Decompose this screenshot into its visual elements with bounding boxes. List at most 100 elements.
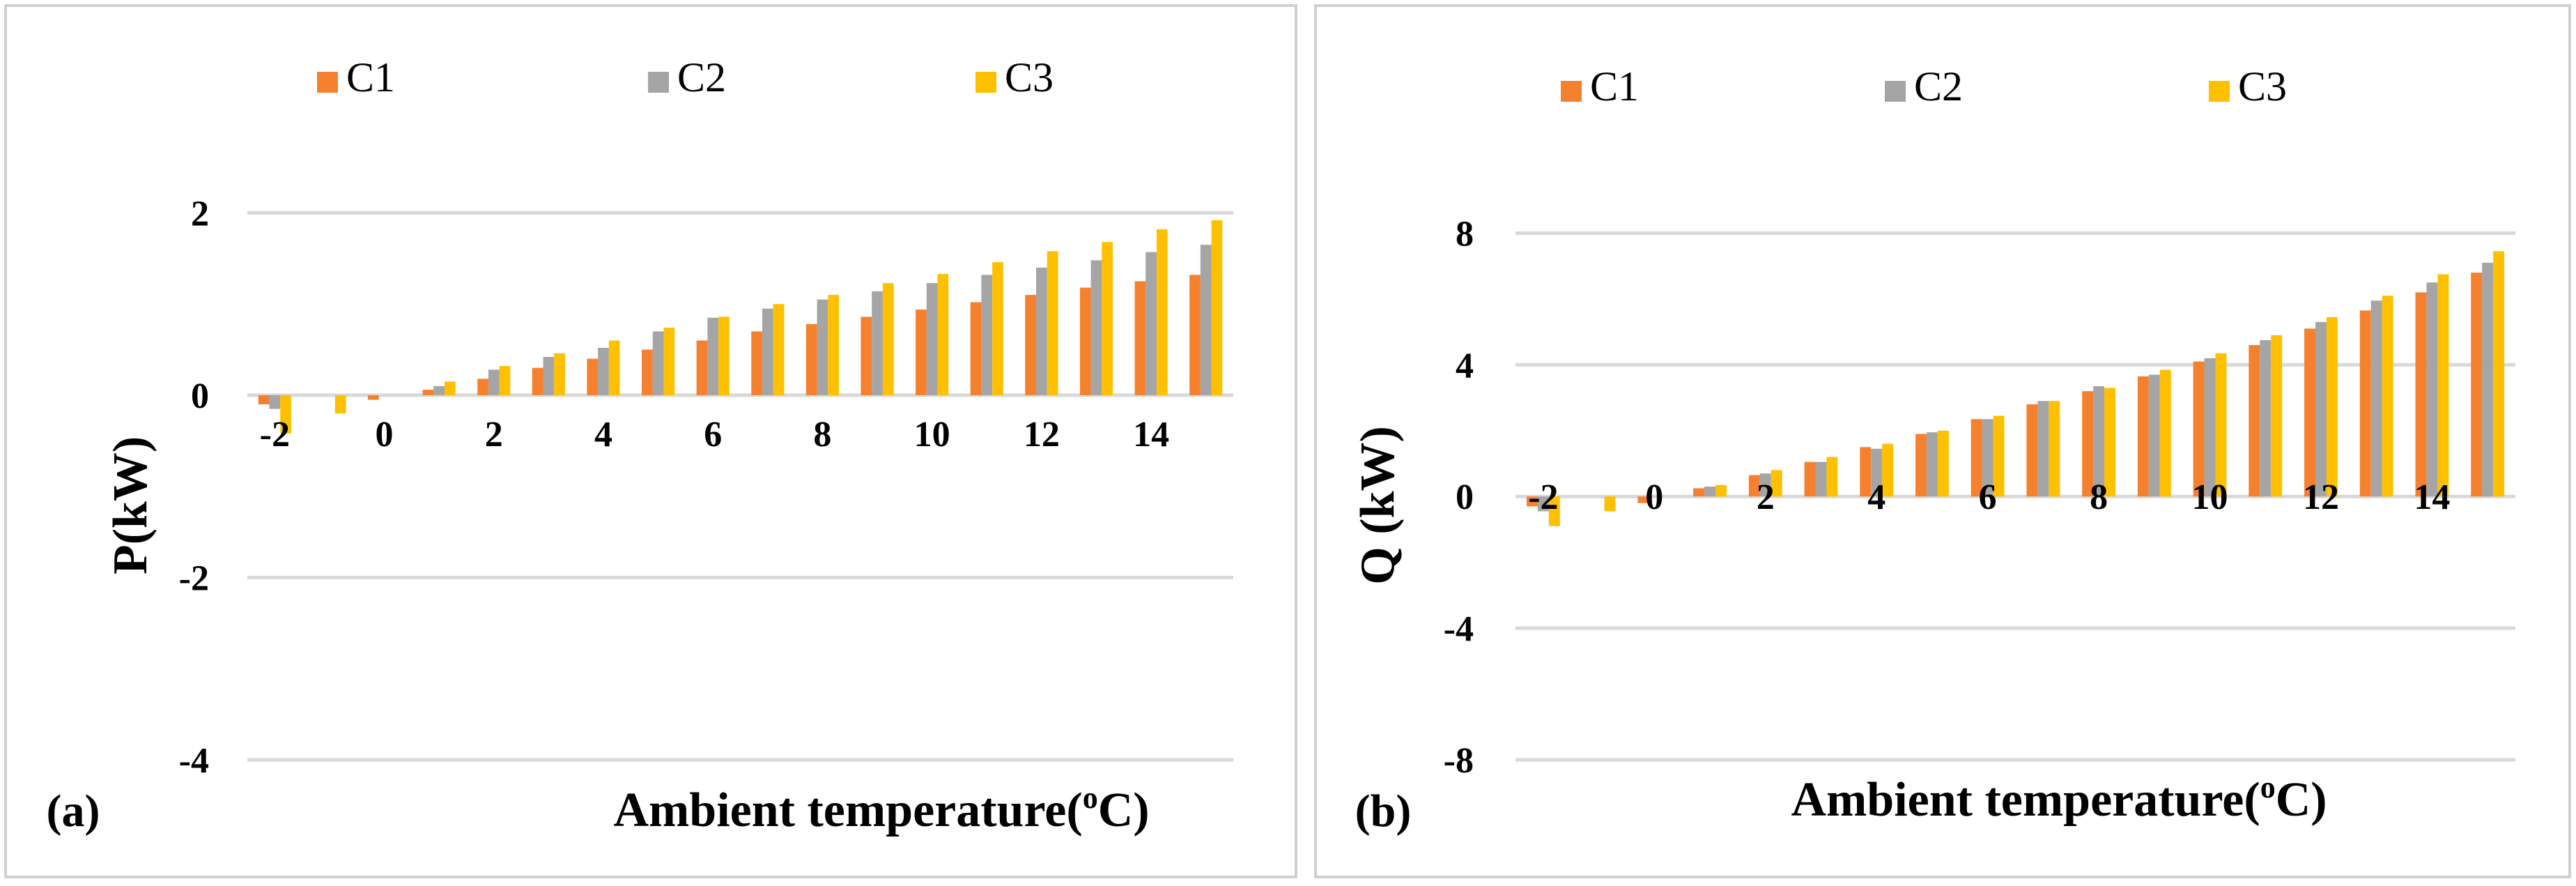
bar-c3-6 (1993, 415, 2005, 497)
bar-c3-5 (1937, 430, 1949, 497)
bar-c3-9 (2159, 369, 2171, 497)
bar-c3-7 (773, 304, 785, 395)
bar-c2-1 (433, 385, 445, 395)
bar-c3-3 (554, 353, 565, 395)
bar-c1-8 (2082, 391, 2094, 497)
x-axis-title: Ambient temperature(oC) (613, 781, 1149, 837)
bar-c1-0 (367, 395, 379, 400)
chart-panel-a: -4 -2 0 2 -2 0 2 4 6 8 10 12 14 P(kW) Ambient temperat… (4, 4, 1297, 878)
x-tick-label: -2 (260, 415, 290, 455)
legend-swatch-c3 (2209, 81, 2230, 102)
bar-c1-15 (1189, 275, 1201, 395)
bar-c2-15 (1200, 245, 1212, 395)
legend-swatch-c3 (975, 72, 996, 93)
x-tick-label: 12 (2303, 478, 2339, 517)
bar-c2-14 (2426, 282, 2438, 497)
legend-label-c3: C3 (1005, 54, 1054, 100)
bar-c1-7 (2026, 404, 2038, 497)
x-tick-label: 8 (813, 415, 831, 455)
x-tick-label: 2 (1757, 478, 1775, 517)
y-axis-title: Q (kW) (1351, 426, 1405, 585)
bar-c1-3 (532, 367, 543, 395)
bar-c1-14 (1134, 281, 1146, 395)
bar-c3-4 (608, 340, 620, 395)
bar-c1-6 (696, 340, 708, 395)
y-tick-label: 4 (1456, 346, 1474, 385)
bar-c3-14 (1156, 229, 1168, 395)
bar-c2-11 (2260, 339, 2272, 497)
bar-c3-13 (1102, 242, 1113, 395)
bar-c1-1 (422, 390, 434, 395)
x-tick-label: 10 (914, 415, 950, 455)
bar-c1-3 (1804, 461, 1816, 497)
bar-c3-1 (1715, 484, 1727, 497)
bar-c2--2 (269, 395, 281, 409)
bar-c2-4 (1871, 448, 1883, 497)
y-tick-label: -4 (1444, 609, 1474, 649)
bar-c2-10 (926, 283, 938, 395)
bar-c2-11 (981, 275, 993, 395)
bar-c1-15 (2471, 273, 2483, 497)
bar-c3-2 (1771, 470, 1782, 497)
x-tick-label: 0 (376, 415, 394, 455)
y-tick-label: 0 (191, 376, 209, 416)
bar-c1-4 (1860, 447, 1872, 497)
bar-c2-13 (1090, 260, 1102, 395)
bar-c2-5 (652, 331, 664, 395)
bar-c3-7 (2049, 401, 2060, 497)
bar-c1-11 (970, 302, 982, 395)
chart-frame (4, 4, 1297, 878)
bar-c1-2 (477, 379, 488, 395)
bar-c1-9 (2137, 376, 2149, 497)
bar-c1-4 (587, 358, 599, 395)
bar-c3-1 (445, 381, 456, 395)
y-tick-label: 0 (1456, 478, 1474, 517)
bar-c3--2 (280, 395, 291, 434)
bar-c3-3 (1826, 457, 1838, 497)
x-tick-label: 14 (1133, 415, 1169, 455)
legend-swatch-c1 (1561, 81, 1582, 102)
bar-c3-9 (882, 283, 894, 395)
bar-c2-4 (598, 347, 609, 395)
legend-swatch-c2 (1885, 81, 1906, 102)
panel-label: (a) (47, 786, 100, 837)
bar-c1-10 (2193, 361, 2205, 497)
x-tick-label: 4 (594, 415, 612, 455)
bar-c2-7 (2037, 401, 2049, 497)
x-tick-label: 10 (2192, 478, 2228, 517)
bar-c3-2 (499, 366, 511, 395)
x-tick-label: 8 (2090, 478, 2108, 517)
bar-c3--1 (1604, 496, 1616, 512)
y-axis-title: P(kW) (104, 436, 157, 574)
legend-label-c1: C1 (1590, 63, 1639, 109)
bar-c3-11 (2271, 335, 2283, 497)
x-tick-label: 6 (1979, 478, 1997, 517)
bar-c2-14 (1146, 252, 1157, 395)
bar-c2-6 (1982, 419, 1993, 497)
bar-c2-10 (2204, 358, 2216, 497)
x-tick-label: -2 (1528, 478, 1558, 517)
bar-c1-0 (1637, 496, 1649, 503)
bar-c3-14 (2437, 274, 2449, 497)
bar-c2-9 (2148, 374, 2160, 497)
bar-c2-15 (2482, 262, 2494, 497)
y-tick-label: -8 (1444, 741, 1474, 781)
x-axis-title: Ambient temperature(oC) (1791, 770, 2327, 827)
legend-label-c2: C2 (677, 54, 726, 100)
chart-panel-b: -8 -4 0 4 8 -2 0 2 4 6 8 10 12 14 Q (kW) Ambient temper… (1314, 4, 2571, 878)
bar-c3-15 (2493, 251, 2505, 497)
bar-c1-7 (751, 331, 762, 395)
bar-c3-4 (1882, 443, 1894, 497)
bar-c3-12 (2326, 316, 2338, 497)
bar-c3-15 (1211, 220, 1223, 395)
bar-c2-3 (1815, 461, 1827, 497)
bar-c1-5 (1915, 434, 1927, 497)
bar-c3-8 (828, 295, 839, 395)
bar-c2-2 (488, 369, 500, 395)
bar-c1-13 (1079, 287, 1091, 395)
y-tick-label: -2 (179, 558, 209, 598)
legend-swatch-c1 (317, 72, 338, 93)
bar-c2-12 (1036, 267, 1047, 395)
x-tick-label: 4 (1867, 478, 1885, 517)
